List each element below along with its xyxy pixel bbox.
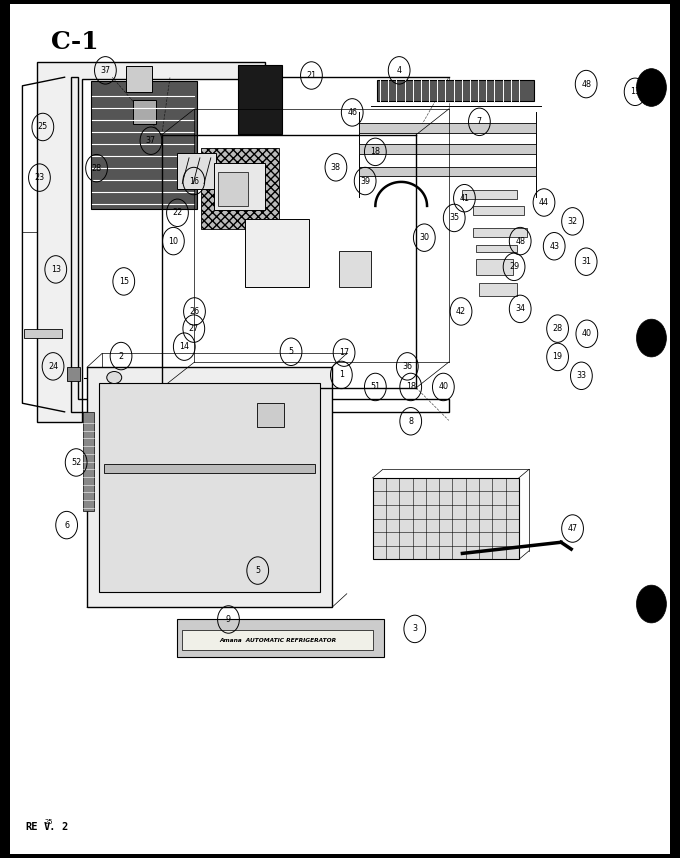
Text: 14: 14	[180, 342, 189, 351]
Text: 8: 8	[408, 417, 413, 426]
Text: 34: 34	[515, 305, 525, 313]
Text: V.: V.	[44, 822, 56, 832]
Circle shape	[636, 319, 666, 357]
Text: 47: 47	[568, 524, 577, 533]
Text: 16: 16	[189, 177, 199, 185]
Bar	[476, 245, 517, 252]
Bar	[24, 329, 62, 338]
Bar	[99, 383, 320, 592]
Text: 48: 48	[581, 80, 591, 88]
Text: 6: 6	[64, 521, 69, 529]
Bar	[91, 81, 197, 209]
Bar	[373, 478, 519, 559]
Text: 41: 41	[460, 194, 469, 202]
Text: 15: 15	[119, 277, 129, 286]
Text: 13: 13	[51, 265, 61, 274]
Text: 17: 17	[339, 348, 349, 357]
Text: 27: 27	[188, 324, 199, 333]
Text: 24: 24	[48, 362, 58, 371]
Bar	[359, 123, 536, 133]
Bar	[238, 65, 282, 134]
Text: 2: 2	[61, 822, 67, 832]
Text: 28: 28	[92, 164, 101, 172]
Text: 39: 39	[360, 177, 370, 185]
Bar	[83, 412, 94, 511]
Text: Amana  AUTOMATIC REFRIGERATOR: Amana AUTOMATIC REFRIGERATOR	[219, 637, 336, 643]
Bar	[462, 190, 517, 199]
Text: 26: 26	[190, 307, 199, 316]
Text: 30: 30	[420, 233, 429, 242]
Text: 10: 10	[169, 237, 178, 245]
Text: 36: 36	[403, 362, 412, 371]
Text: 31: 31	[581, 257, 591, 266]
Text: 11: 11	[630, 88, 640, 96]
Text: 40: 40	[439, 383, 448, 391]
Circle shape	[636, 585, 666, 623]
Text: 40: 40	[582, 329, 592, 338]
Text: 18: 18	[371, 148, 380, 156]
Bar	[177, 153, 216, 189]
Text: 48: 48	[515, 237, 525, 245]
Text: 37: 37	[101, 66, 110, 75]
Bar	[87, 367, 332, 607]
Text: 4: 4	[396, 66, 402, 75]
Bar	[479, 283, 517, 296]
Text: 1: 1	[339, 371, 344, 379]
Text: 29: 29	[509, 263, 520, 271]
Bar	[473, 228, 527, 237]
Bar	[339, 251, 371, 287]
Text: 7: 7	[477, 118, 482, 126]
Text: 43: 43	[549, 242, 559, 251]
Text: 19: 19	[553, 353, 562, 361]
Circle shape	[636, 69, 666, 106]
Text: 35: 35	[449, 214, 459, 222]
Text: 22: 22	[172, 208, 183, 217]
Bar	[257, 403, 284, 427]
Bar	[104, 464, 315, 473]
Text: 44: 44	[539, 198, 549, 207]
Text: C-1: C-1	[51, 30, 99, 54]
Text: 33: 33	[577, 372, 586, 380]
Bar	[473, 206, 524, 214]
Text: 32: 32	[568, 217, 577, 226]
Bar	[133, 100, 156, 124]
Text: 42: 42	[456, 307, 466, 316]
Bar	[177, 619, 384, 657]
Bar	[359, 144, 536, 154]
Text: 37: 37	[146, 136, 156, 145]
Text: 2: 2	[118, 352, 124, 360]
Text: 21: 21	[307, 71, 316, 80]
Text: 3: 3	[412, 625, 418, 633]
Text: 25: 25	[44, 819, 53, 825]
Text: 5: 5	[255, 566, 260, 575]
Bar	[126, 66, 152, 92]
Ellipse shape	[107, 372, 122, 384]
Text: 28: 28	[553, 324, 562, 333]
Bar	[359, 167, 536, 176]
Bar	[218, 172, 248, 206]
Bar	[182, 630, 373, 650]
Text: 38: 38	[331, 163, 341, 172]
Text: RE: RE	[26, 822, 38, 832]
Text: 46: 46	[347, 108, 357, 117]
Text: 52: 52	[71, 458, 82, 467]
Polygon shape	[37, 62, 265, 422]
Bar	[245, 219, 309, 287]
Bar	[201, 148, 279, 229]
Text: 25: 25	[37, 123, 48, 131]
Text: 18: 18	[406, 383, 415, 391]
Bar	[476, 259, 513, 275]
Text: 5: 5	[288, 347, 294, 356]
Bar	[214, 163, 265, 210]
Bar	[67, 367, 80, 381]
Text: 9: 9	[226, 615, 231, 624]
Bar	[377, 80, 534, 101]
Text: 23: 23	[35, 173, 44, 182]
Text: 51: 51	[371, 383, 380, 391]
